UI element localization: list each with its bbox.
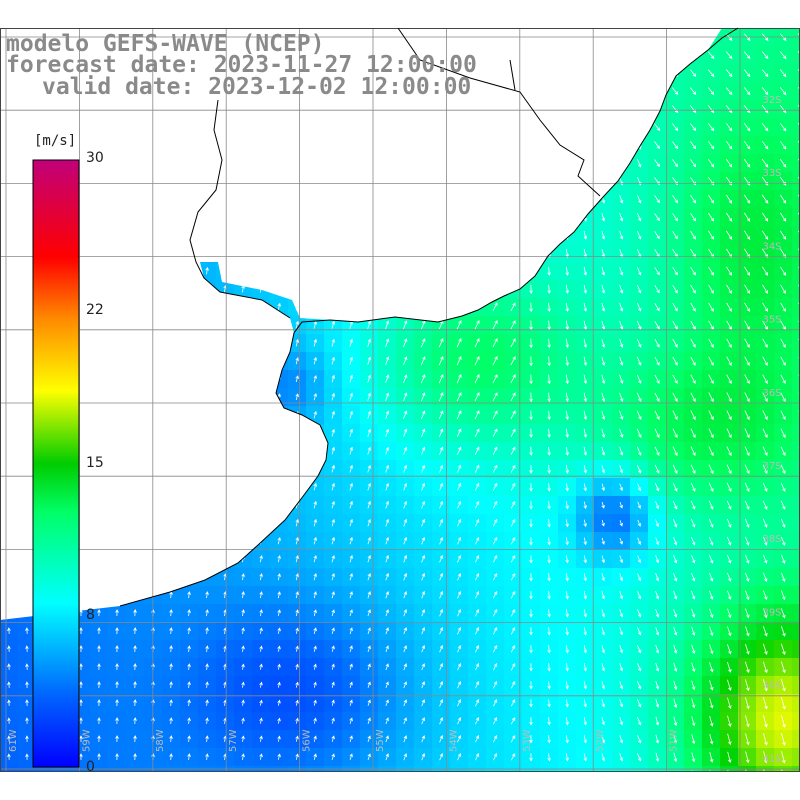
- longitude-label: 57W: [228, 729, 239, 752]
- latitude-label: 38S: [762, 534, 781, 545]
- longitude-labels: 61W 59W 58W 57W 56W 55W 54W 53W 52W 51W: [8, 729, 680, 752]
- longitude-label: 51W: [669, 729, 680, 752]
- lat-lon-grid: [0, 28, 800, 772]
- latitude-label: 37S: [762, 461, 781, 472]
- longitude-label: 59W: [81, 729, 92, 752]
- latitude-label: 35S: [762, 315, 781, 326]
- colorbar-unit: [m/s]: [34, 133, 77, 149]
- latitude-label: 40S: [762, 681, 781, 692]
- latitude-label: 36S: [762, 388, 781, 399]
- latitude-labels: 32S 33S 34S 35S 36S 37S 38S 39S 40S 41S: [762, 95, 781, 765]
- forecast-date: forecast date: 2023-11-27 12:00:00: [6, 52, 477, 78]
- longitude-label: 55W: [375, 729, 386, 752]
- longitude-label: 61W: [8, 729, 19, 752]
- latitude-label: 34S: [762, 241, 781, 252]
- latitude-label: 39S: [762, 607, 781, 618]
- longitude-label: 52W: [595, 729, 606, 752]
- colorbar-tick-0: 0: [86, 759, 95, 775]
- colorbar-tick-8: 8: [86, 607, 95, 623]
- valid-date: valid date: 2023-12-02 12:00:00: [42, 74, 472, 100]
- model-title: modelo GEFS-WAVE (NCEP): [6, 31, 325, 57]
- colorbar-tick-15: 15: [86, 455, 104, 471]
- colorbar: [32, 159, 80, 768]
- latitude-label: 41S: [762, 754, 781, 765]
- wind-speed-field: [0, 28, 800, 772]
- colorbar-tick-22: 22: [86, 302, 104, 318]
- longitude-label: 58W: [155, 729, 166, 752]
- coastline: [119, 27, 739, 607]
- latitude-label: 32S: [762, 95, 781, 106]
- uruguay-border: [189, 27, 601, 319]
- colorbar-tick-30: 30: [86, 150, 104, 166]
- longitude-label: 53W: [522, 729, 533, 752]
- longitude-label: 54W: [448, 729, 459, 752]
- longitude-label: 56W: [302, 729, 313, 752]
- latitude-label: 33S: [762, 168, 781, 179]
